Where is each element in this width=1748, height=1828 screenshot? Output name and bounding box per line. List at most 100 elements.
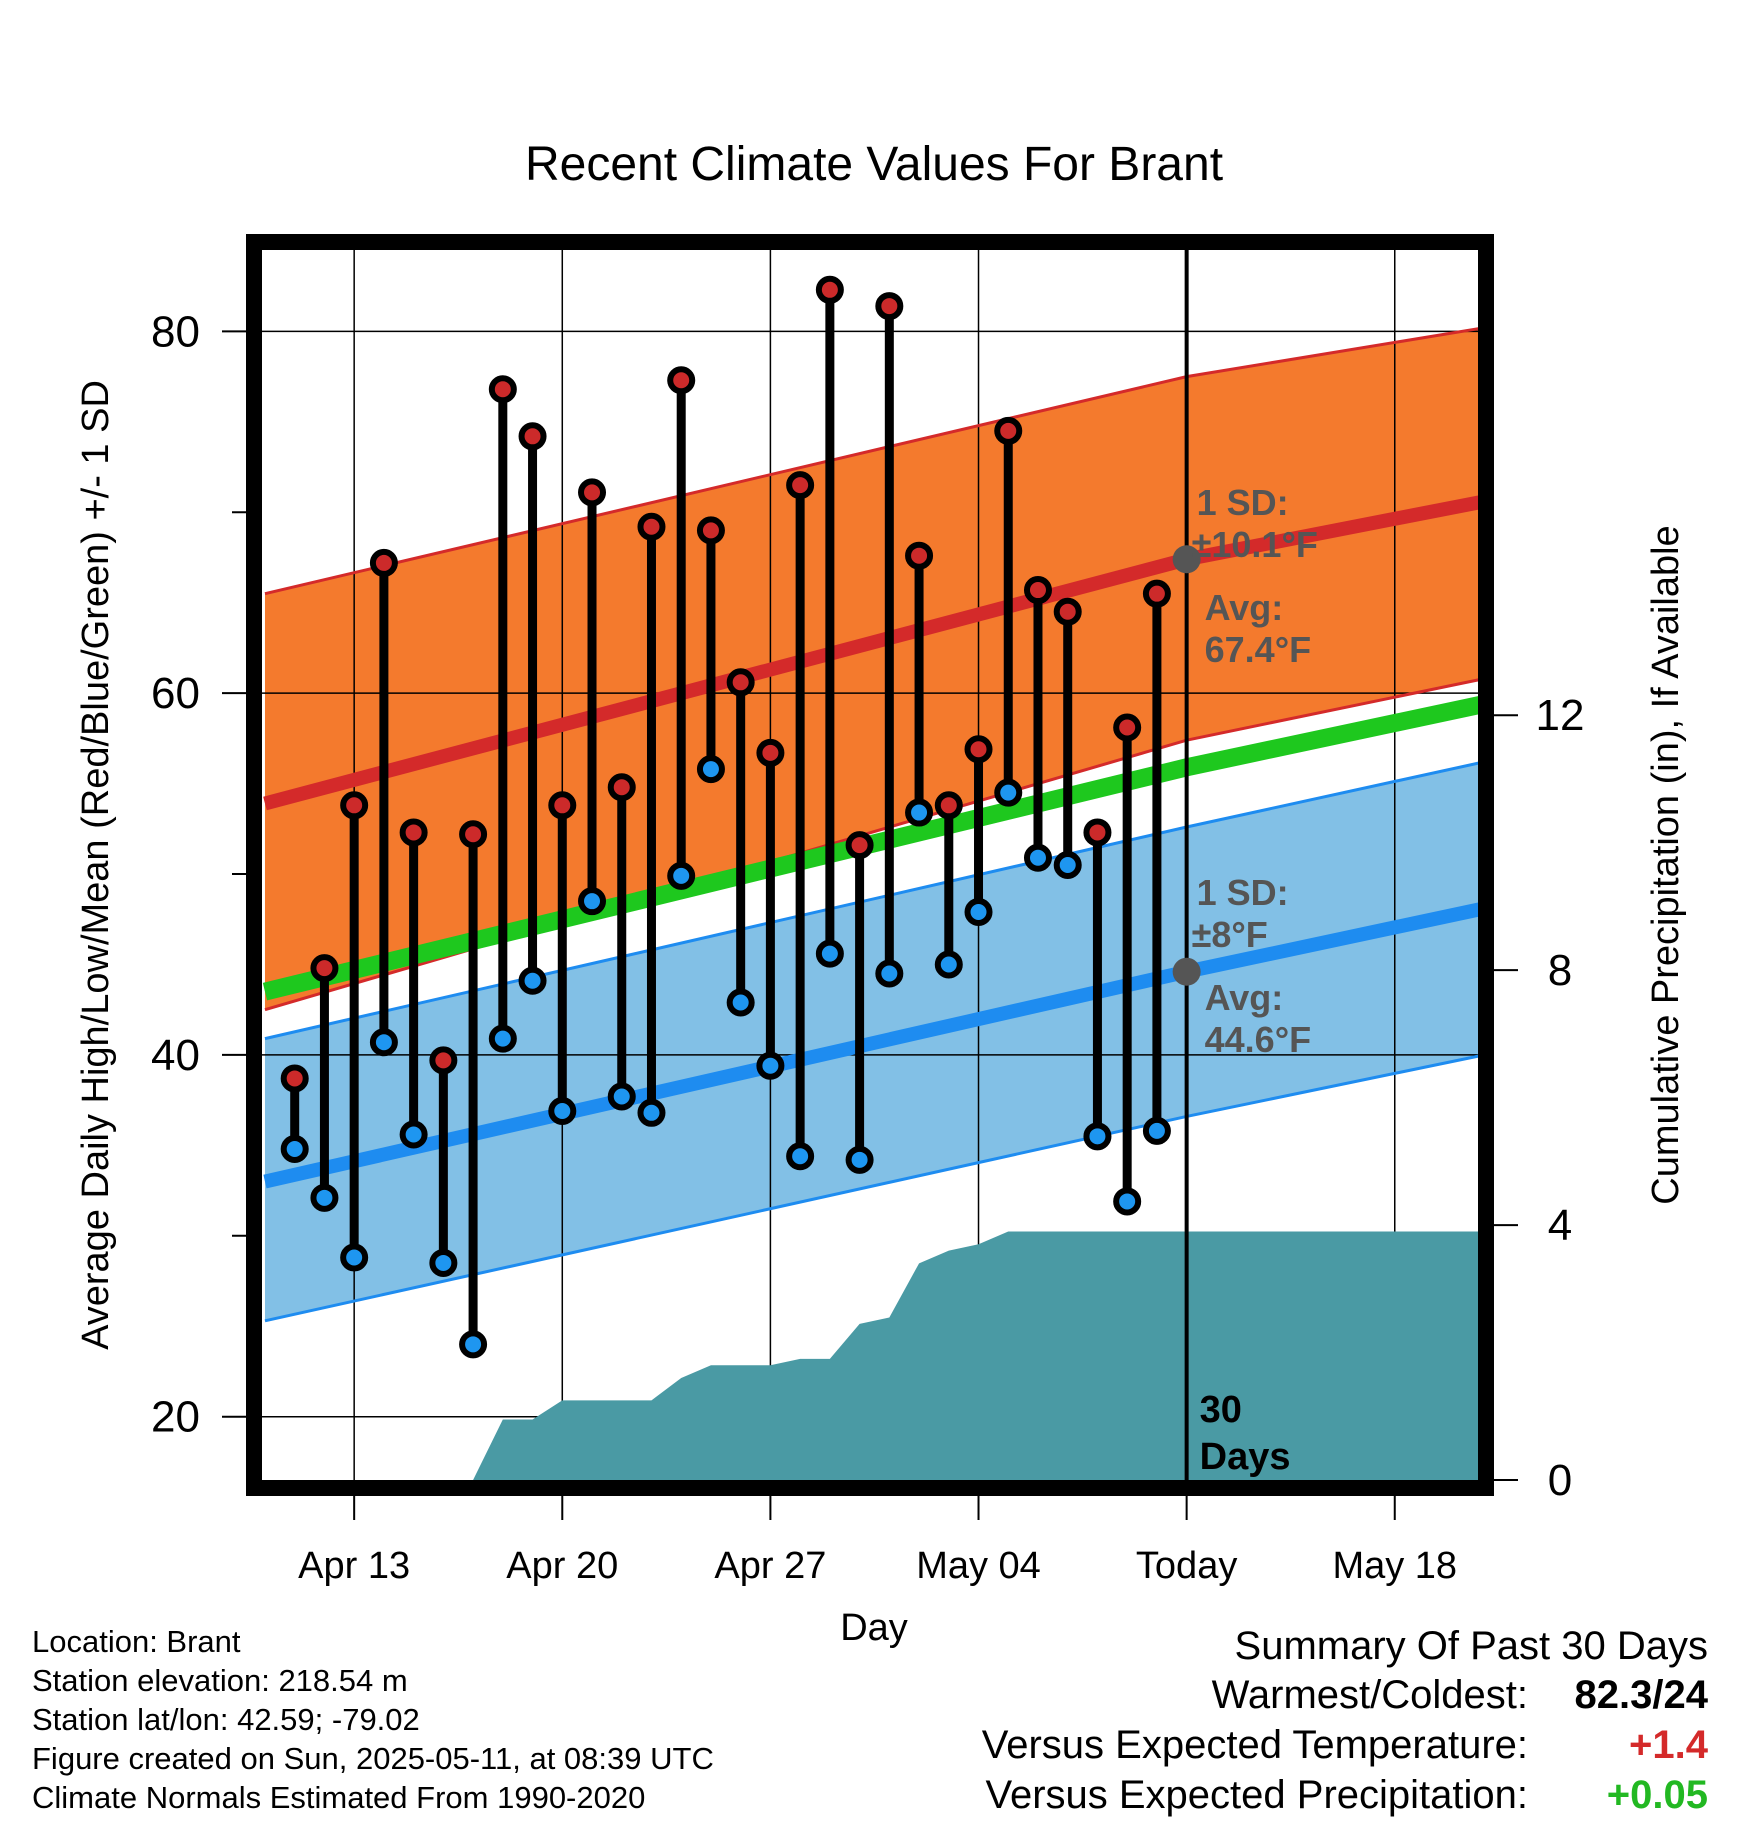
summary-row-precipitation: Versus Expected Precipitation: +0.05 — [948, 1770, 1708, 1820]
high-avg-value: 67.4°F — [1205, 629, 1311, 670]
temperature-anomaly-value: +1.4 — [1629, 1723, 1708, 1767]
daily-low-point — [429, 1248, 458, 1277]
summary-title: Summary Of Past 30 Days — [1234, 1624, 1708, 1668]
precip-area — [473, 1231, 1478, 1480]
x-tick-label: Apr 20 — [506, 1545, 618, 1587]
daily-high-point — [280, 1064, 309, 1093]
daily-low-point — [934, 950, 963, 979]
daily-low-point — [875, 959, 904, 988]
daily-low-point — [815, 939, 844, 968]
daily-high-point — [637, 512, 666, 541]
daily-high-point — [815, 275, 844, 304]
x-tick-label: May 18 — [1332, 1545, 1457, 1587]
warmest-coldest-value: 82.3/24 — [1574, 1673, 1708, 1717]
daily-high-point — [994, 416, 1023, 445]
daily-high-point — [548, 791, 577, 820]
daily-low-point — [369, 1028, 398, 1057]
x-tick-label: Apr 13 — [298, 1545, 410, 1587]
daily-high-point — [310, 954, 339, 983]
daily-low-point — [399, 1120, 428, 1149]
daily-low-point — [637, 1098, 666, 1127]
daily-high-point — [905, 541, 934, 570]
station-location: Location: Brant — [32, 1624, 241, 1659]
daily-high-point — [518, 422, 547, 451]
daily-high-point — [1053, 597, 1082, 626]
daily-low-point — [905, 798, 934, 827]
summary-row-temperature: Versus Expected Temperature: +1.4 — [948, 1720, 1708, 1770]
daily-low-point — [578, 887, 607, 916]
daily-low-point — [1113, 1187, 1142, 1216]
station-info: Location: Brant Station elevation: 218.5… — [32, 1622, 714, 1817]
daily-low-point — [1142, 1116, 1171, 1145]
daily-low-point — [696, 755, 725, 784]
daily-high-point — [459, 820, 488, 849]
daily-low-point — [607, 1082, 636, 1111]
daily-high-point — [726, 668, 755, 697]
y2-tick-label: 12 — [1536, 691, 1585, 740]
daily-high-point — [667, 366, 696, 395]
low-avg-value: 44.6°F — [1205, 1019, 1311, 1060]
daily-high-point — [340, 791, 369, 820]
chart-title: Recent Climate Values For Brant — [525, 138, 1223, 191]
y2-tick-label: 4 — [1548, 1201, 1572, 1250]
y-tick-label: 60 — [151, 669, 200, 718]
today-window-label: 30 — [1200, 1389, 1242, 1431]
daily-high-point — [934, 791, 963, 820]
daily-low-point — [756, 1051, 785, 1080]
summary-panel: Summary Of Past 30 Days Warmest/Coldest:… — [948, 1622, 1708, 1820]
daily-low-point — [1053, 851, 1082, 879]
low-sd-value: ±8°F — [1192, 914, 1268, 955]
daily-high-point — [964, 735, 993, 764]
x-tick-label: May 04 — [916, 1545, 1041, 1587]
y-tick-label: 20 — [151, 1393, 200, 1442]
daily-high-point — [786, 471, 815, 500]
daily-high-point — [578, 478, 607, 507]
daily-low-point — [845, 1145, 874, 1174]
daily-high-point — [756, 738, 785, 767]
daily-low-point — [459, 1330, 488, 1359]
daily-high-point — [488, 375, 517, 404]
plot-frame — [246, 234, 1494, 1496]
daily-high-point — [369, 548, 398, 577]
low-sd-label: 1 SD: — [1197, 872, 1289, 913]
warmest-coldest-label: Warmest/Coldest: — [1211, 1673, 1528, 1717]
daily-high-point — [607, 773, 636, 802]
y-tick-label: 40 — [151, 1031, 200, 1080]
daily-high-point — [429, 1046, 458, 1075]
daily-low-point — [280, 1134, 309, 1163]
high-avg-point — [1172, 545, 1201, 574]
daily-low-point — [667, 861, 696, 890]
y-tick-label: 80 — [151, 307, 200, 356]
high-sd-value: ±10.1°F — [1192, 524, 1318, 565]
precipitation-anomaly-value: +0.05 — [1606, 1773, 1708, 1817]
daily-low-point — [964, 898, 993, 927]
low-avg-point — [1172, 957, 1201, 986]
daily-low-point — [994, 778, 1023, 807]
precip-area-layer — [473, 1231, 1478, 1480]
figure-created: Figure created on Sun, 2025-05-11, at 08… — [32, 1741, 714, 1776]
daily-high-point — [696, 516, 725, 545]
daily-low-point — [548, 1097, 577, 1125]
daily-high-point — [875, 292, 904, 321]
x-tick-label: Apr 27 — [714, 1545, 826, 1587]
daily-observations — [280, 275, 1171, 1359]
daily-low-point — [340, 1243, 369, 1272]
low-avg-label: Avg: — [1205, 977, 1284, 1018]
daily-high-point — [1023, 576, 1052, 605]
y2-tick-label: 0 — [1548, 1456, 1572, 1505]
x-axis-label: Day — [840, 1607, 908, 1649]
daily-high-point — [399, 818, 428, 847]
daily-low-point — [1083, 1122, 1112, 1151]
daily-low-point — [786, 1142, 815, 1171]
daily-low-point — [1023, 843, 1052, 872]
station-latlon: Station lat/lon: 42.59; -79.02 — [32, 1702, 420, 1737]
daily-high-point — [1113, 713, 1142, 742]
daily-high-point — [1083, 818, 1112, 847]
daily-high-point — [845, 831, 874, 860]
normals-period: Climate Normals Estimated From 1990-2020 — [32, 1780, 646, 1815]
y2-axis-label: Cumulative Precipitation (in), If Availa… — [1645, 525, 1687, 1204]
temperature-anomaly-label: Versus Expected Temperature: — [981, 1723, 1528, 1767]
